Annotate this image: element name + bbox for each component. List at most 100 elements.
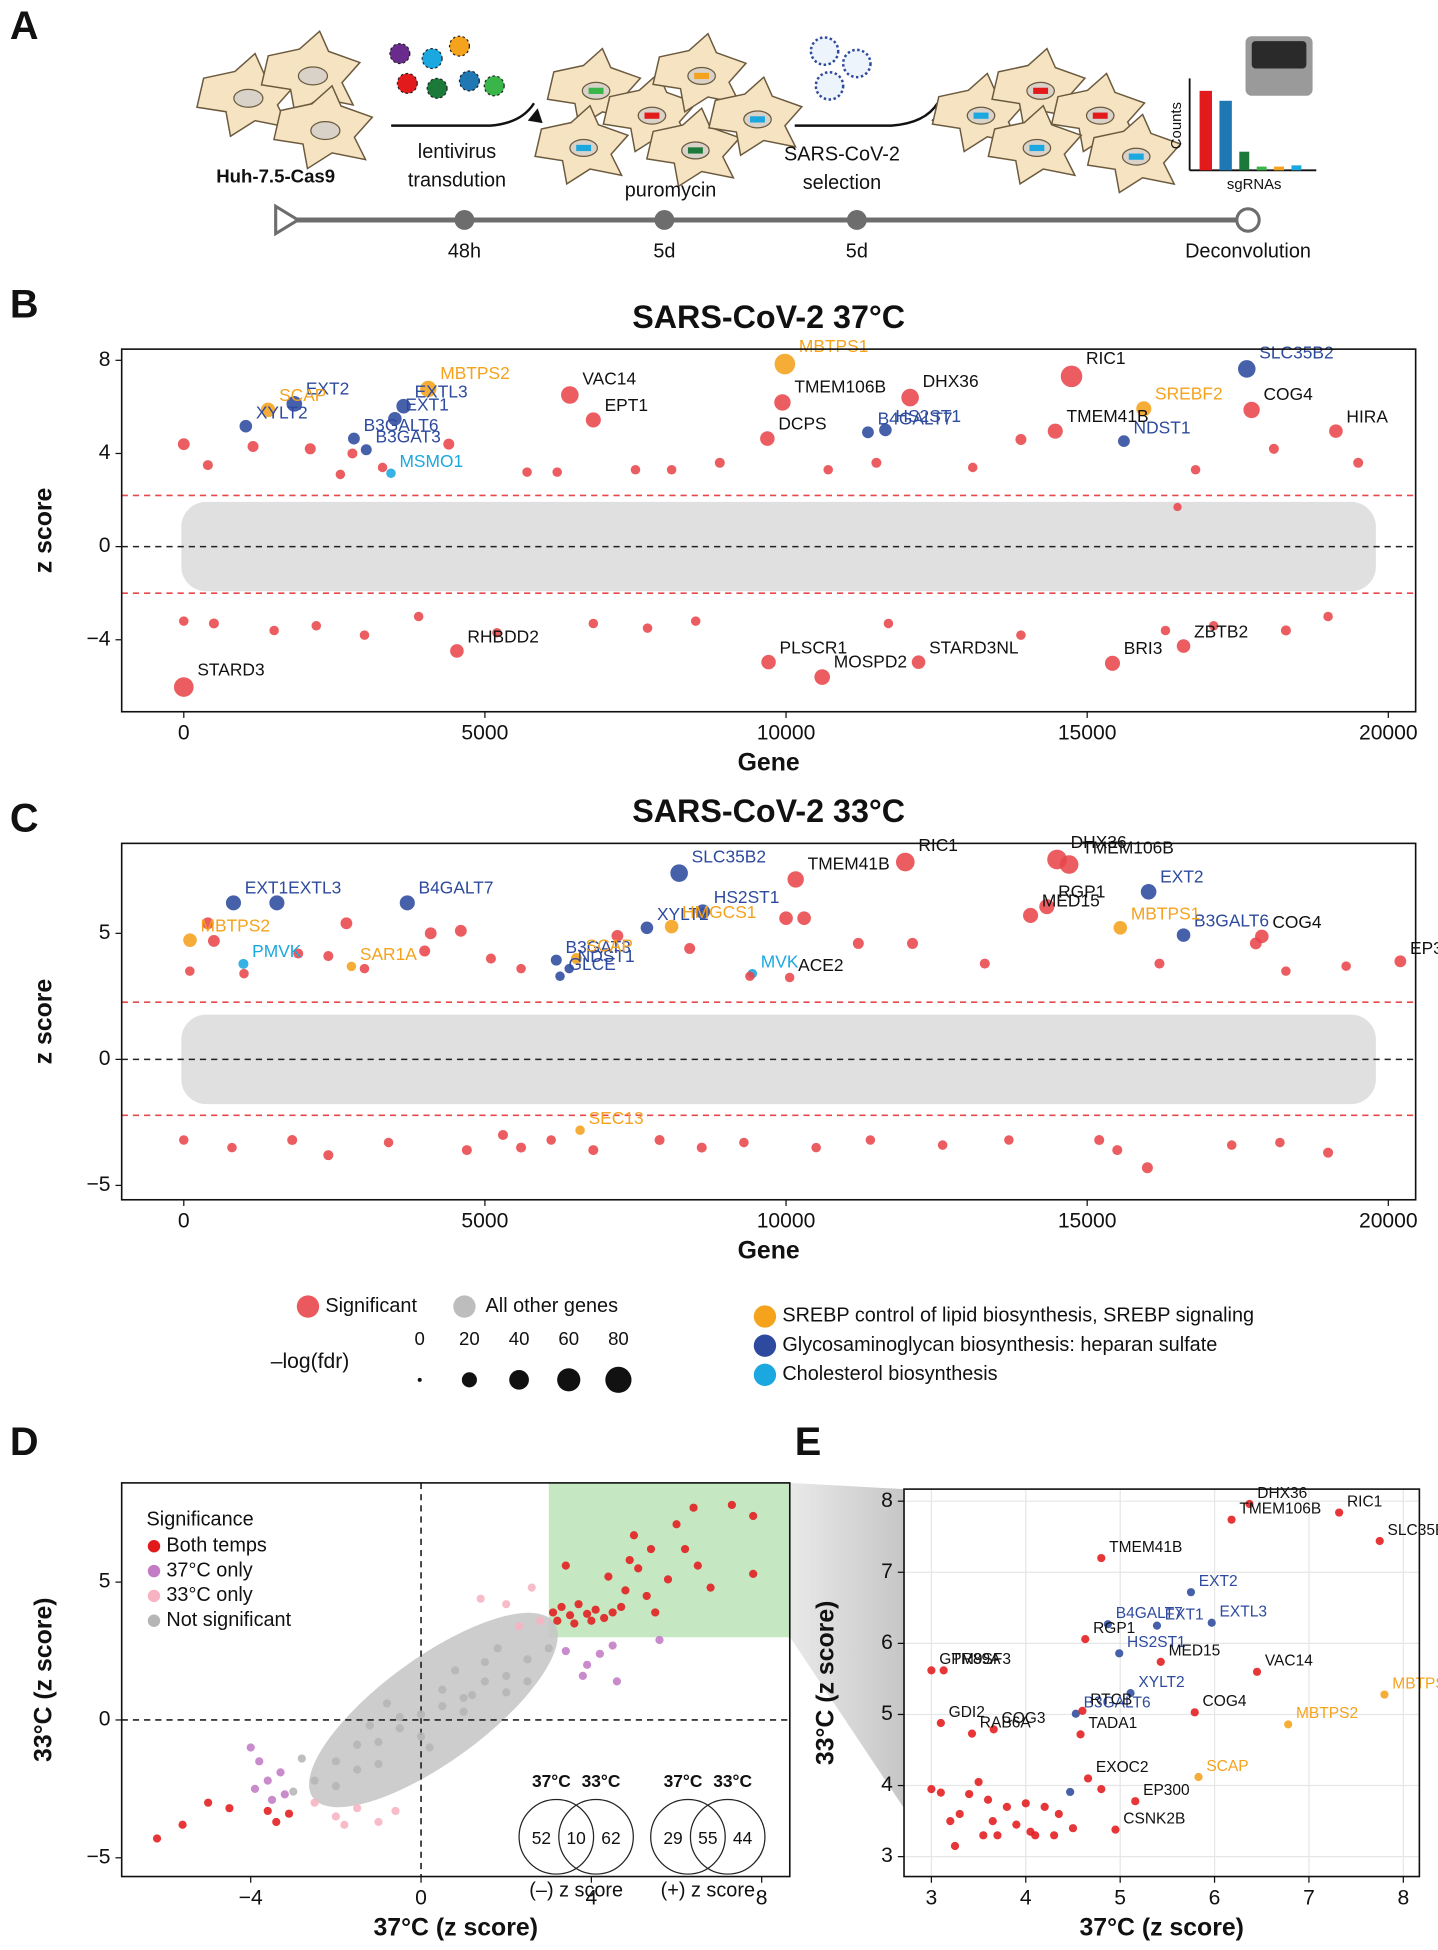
icon-bar xyxy=(1199,90,1212,171)
point xyxy=(250,1784,260,1793)
point xyxy=(459,1693,468,1703)
point-label: MBTPS1 xyxy=(799,336,869,356)
point xyxy=(823,465,833,475)
point xyxy=(523,1677,532,1686)
x-axis-title: 37°C (z score) xyxy=(1079,1914,1243,1941)
y-tick-label: 5 xyxy=(881,1702,893,1725)
x-tick-label: 15000 xyxy=(1058,722,1117,745)
point xyxy=(304,443,316,455)
point xyxy=(239,968,249,979)
point xyxy=(745,971,755,981)
panel-label: D xyxy=(10,1420,39,1464)
background-genes xyxy=(309,1612,558,1808)
point xyxy=(348,432,360,445)
point xyxy=(550,954,562,966)
sgrna-marker xyxy=(576,144,592,152)
legend-label: Cholesterol biosynthesis xyxy=(782,1363,997,1385)
point xyxy=(544,1644,553,1653)
point-label: EXT2 xyxy=(1160,866,1203,886)
point xyxy=(225,895,242,911)
point-label: B3GALT6 xyxy=(1194,911,1269,931)
point xyxy=(642,1591,651,1601)
sgrna-marker xyxy=(694,72,710,80)
point-label: MED15 xyxy=(1042,890,1100,910)
point xyxy=(443,438,455,450)
point xyxy=(939,1666,948,1675)
point-label: DHX36 xyxy=(923,371,979,391)
point xyxy=(201,917,214,930)
point xyxy=(557,1602,566,1612)
point xyxy=(1113,921,1128,935)
venn-count: 10 xyxy=(567,1828,586,1848)
point xyxy=(1176,639,1191,653)
point xyxy=(502,1600,511,1609)
point xyxy=(179,1135,189,1145)
point xyxy=(1060,365,1083,388)
point-label: MBTPS2 xyxy=(201,916,271,936)
point xyxy=(179,616,189,626)
legend-swatch xyxy=(147,1589,161,1603)
point-label: NDST1 xyxy=(578,946,635,966)
timepoint xyxy=(846,210,867,230)
point xyxy=(267,1795,277,1805)
point xyxy=(595,1649,604,1658)
point xyxy=(714,457,725,468)
point xyxy=(561,386,579,404)
point xyxy=(901,388,919,407)
step-label: puromycin xyxy=(625,180,717,202)
point xyxy=(565,1611,575,1620)
point xyxy=(774,353,796,375)
point-label: EXT2 xyxy=(1199,1573,1238,1590)
timepoint-label: Deconvolution xyxy=(1185,241,1311,263)
point xyxy=(588,618,599,629)
point xyxy=(152,1834,162,1843)
nucleus xyxy=(297,66,329,86)
point xyxy=(651,1608,660,1617)
point xyxy=(625,1555,634,1565)
point xyxy=(1152,1621,1162,1630)
point-label: MBTPS1 xyxy=(1392,1675,1438,1692)
point xyxy=(1243,401,1260,419)
arrow xyxy=(794,102,939,127)
point xyxy=(583,1660,592,1669)
legend-swatch xyxy=(147,1540,161,1553)
x-axis-title: 37°C (z score) xyxy=(373,1914,537,1941)
step-label: SARS-CoV-2 xyxy=(784,144,900,166)
point xyxy=(1016,630,1026,640)
point-label: EPT1 xyxy=(605,395,648,415)
point xyxy=(227,1142,237,1153)
point-label: TMEM41B xyxy=(1109,1539,1182,1556)
point xyxy=(359,963,370,974)
y-tick-label: 3 xyxy=(881,1844,893,1867)
point xyxy=(927,1785,936,1794)
x-axis-title: Gene xyxy=(738,749,800,776)
icon-bar xyxy=(1239,151,1250,171)
point-label: XYLT2 xyxy=(657,904,709,924)
point xyxy=(608,1641,617,1650)
step-label: lentivirus xyxy=(418,141,496,163)
plot-frame xyxy=(120,842,1417,1201)
point xyxy=(269,625,279,636)
point xyxy=(1281,966,1291,976)
point xyxy=(936,1788,945,1797)
point xyxy=(1208,621,1219,631)
point xyxy=(1190,465,1201,475)
point xyxy=(1323,1147,1334,1158)
point xyxy=(399,895,415,911)
point-label: HS2ST1 xyxy=(1127,1634,1186,1651)
point xyxy=(1047,423,1063,439)
venn-label: (+) z score xyxy=(661,1880,755,1902)
icon-axis-label: Counts xyxy=(1169,102,1185,149)
sgrna-marker xyxy=(588,87,604,94)
point xyxy=(1141,1162,1153,1174)
point xyxy=(895,852,915,872)
y-tick-label: 7 xyxy=(881,1560,893,1583)
point-label: EXT1 xyxy=(405,394,448,414)
point xyxy=(950,1841,960,1851)
point xyxy=(965,1789,974,1799)
point xyxy=(761,654,776,670)
virus xyxy=(421,47,443,70)
point xyxy=(353,1740,362,1749)
point xyxy=(476,1594,485,1603)
point-label: SCAP xyxy=(279,385,326,405)
